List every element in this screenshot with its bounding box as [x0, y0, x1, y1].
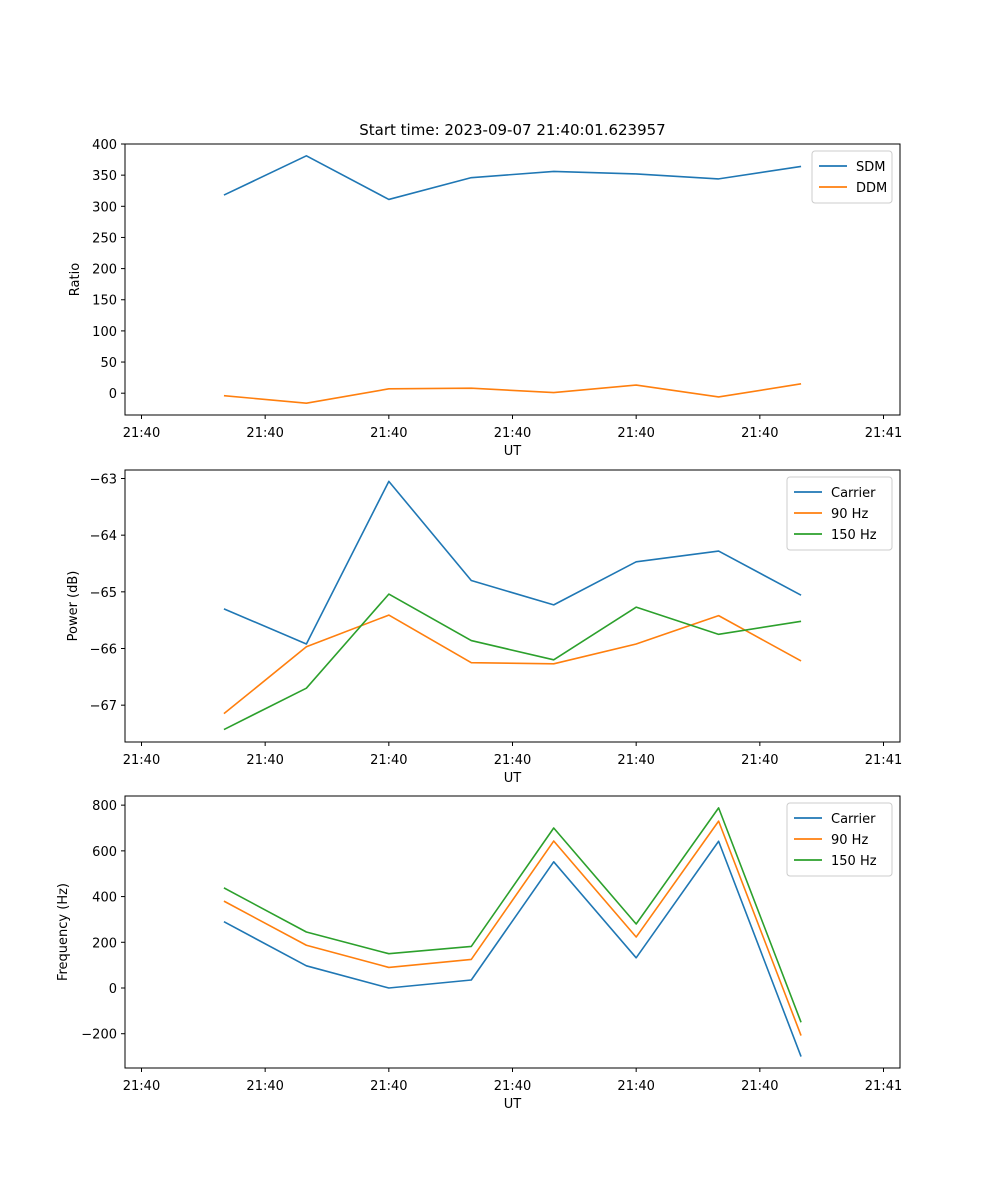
- legend-box: [786, 802, 893, 877]
- x-axis-label: UT: [504, 444, 522, 459]
- legend-label: 90 Hz: [831, 507, 868, 522]
- legend-label: 150 Hz: [831, 854, 877, 869]
- axes-frame: [124, 795, 901, 1069]
- x-tick-label: 21:40: [617, 426, 654, 441]
- x-tick-label: 21:40: [246, 426, 283, 441]
- y-tick-label: −200: [81, 1028, 117, 1043]
- x-tick-label: 21:40: [370, 426, 407, 441]
- y-tick-label: 350: [92, 169, 117, 184]
- x-tick-label: 21:41: [865, 753, 902, 768]
- y-tick-label: 0: [109, 982, 117, 997]
- y-tick-label: 600: [92, 845, 117, 860]
- y-tick-label: 250: [92, 231, 117, 246]
- series-line-150-hz: [223, 593, 802, 731]
- legend: SDM DDM: [811, 150, 893, 204]
- chart-panel-3: 21:40 21:40 21:40 21:40 21:40 21:40 21:41 −200 0…: [56, 795, 902, 1112]
- y-tick-label: 100: [92, 325, 117, 340]
- legend-label: 90 Hz: [831, 833, 868, 848]
- series-line-sdm: [223, 155, 802, 201]
- y-tick-label: −67: [90, 699, 117, 714]
- series-line-carrier: [223, 840, 802, 1057]
- y-tick-label: 200: [92, 263, 117, 278]
- y-tick-label: 50: [100, 356, 117, 371]
- series-line-90-hz: [223, 614, 802, 715]
- chart-panel-2: 21:40 21:40 21:40 21:40 21:40 21:40 21:41 −67 −6…: [66, 469, 902, 786]
- x-tick-label: 21:40: [617, 753, 654, 768]
- y-tick-label: 800: [92, 799, 117, 814]
- y-tick-label: 0: [109, 387, 117, 402]
- x-axis-label: UT: [504, 771, 522, 786]
- x-tick-label: 21:40: [494, 1079, 531, 1094]
- legend-label: 150 Hz: [831, 528, 877, 543]
- x-tick-label: 21:40: [741, 1079, 778, 1094]
- y-tick-label: 200: [92, 936, 117, 951]
- chart-panel-1: 21:40 21:40 21:40 21:40 21:40 21:40 21:41 0 50 10…: [68, 121, 902, 459]
- x-tick-label: 21:40: [246, 753, 283, 768]
- legend-label: DDM: [856, 181, 887, 196]
- y-tick-label: 300: [92, 200, 117, 215]
- legend: Carrier 90 Hz 150 Hz: [786, 476, 893, 551]
- y-tick-label: −63: [90, 473, 117, 488]
- x-tick-label: 21:40: [123, 1079, 160, 1094]
- y-tick-label: 400: [92, 138, 117, 153]
- x-tick-label: 21:40: [741, 753, 778, 768]
- y-tick-label: −66: [90, 643, 117, 658]
- x-tick-label: 21:40: [123, 753, 160, 768]
- chart-title: Start time: 2023-09-07 21:40:01.623957: [359, 121, 665, 139]
- legend-label: Carrier: [831, 486, 876, 501]
- x-tick-label: 21:41: [865, 426, 902, 441]
- legend-box: [811, 150, 893, 204]
- x-axis-label: UT: [504, 1097, 522, 1112]
- x-tick-label: 21:40: [741, 426, 778, 441]
- legend-label: Carrier: [831, 812, 876, 827]
- series-line-ddm: [223, 383, 802, 404]
- axes-frame: [124, 469, 901, 743]
- x-tick-label: 21:40: [617, 1079, 654, 1094]
- y-tick-label: 400: [92, 891, 117, 906]
- legend: Carrier 90 Hz 150 Hz: [786, 802, 893, 877]
- legend-box: [786, 476, 893, 551]
- y-axis-label: Power (dB): [66, 571, 81, 642]
- x-tick-label: 21:41: [865, 1079, 902, 1094]
- y-tick-label: 150: [92, 294, 117, 309]
- x-tick-label: 21:40: [123, 426, 160, 441]
- x-tick-label: 21:40: [494, 753, 531, 768]
- legend-label: SDM: [856, 160, 885, 175]
- x-tick-label: 21:40: [246, 1079, 283, 1094]
- x-tick-label: 21:40: [370, 1079, 407, 1094]
- y-tick-label: −65: [90, 586, 117, 601]
- axes-frame: [124, 143, 901, 416]
- y-tick-label: −64: [90, 529, 117, 544]
- series-line-90-hz: [223, 820, 802, 1036]
- series-line-150-hz: [223, 807, 802, 1023]
- y-axis-label: Ratio: [68, 263, 83, 296]
- x-tick-label: 21:40: [494, 426, 531, 441]
- x-tick-label: 21:40: [370, 753, 407, 768]
- series-line-carrier: [223, 480, 802, 645]
- y-axis-label: Frequency (Hz): [56, 883, 71, 981]
